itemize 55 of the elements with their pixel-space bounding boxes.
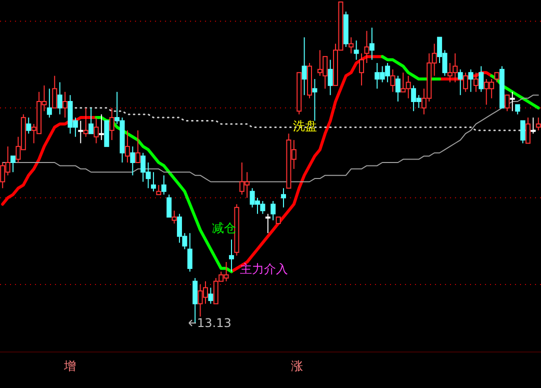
candlestick <box>312 78 318 122</box>
candlestick <box>473 72 478 92</box>
candlestick <box>281 188 286 208</box>
candlestick <box>270 200 276 221</box>
candlestick <box>369 27 374 60</box>
candlestick <box>187 232 192 272</box>
candlestick <box>150 172 156 192</box>
candlestick <box>26 117 32 134</box>
candlestick <box>536 117 541 131</box>
candlestick <box>10 156 16 173</box>
candlestick <box>354 40 359 60</box>
candlestick <box>478 66 484 92</box>
candlestick <box>83 107 88 138</box>
candlestick <box>520 120 526 144</box>
candlestick <box>94 117 99 144</box>
candlestick <box>208 287 214 304</box>
candlestick <box>530 117 536 134</box>
candlestick <box>302 36 307 96</box>
candlestick <box>98 114 104 141</box>
annotation: 13.13 <box>197 316 232 330</box>
candlestick <box>515 104 520 115</box>
candlestick <box>172 210 177 224</box>
candlestick <box>390 68 396 92</box>
candlestick <box>192 278 198 324</box>
candlestick <box>458 68 463 96</box>
candlestick <box>161 174 166 196</box>
text: 涨 <box>291 359 303 373</box>
candlestick <box>364 30 370 64</box>
candlestick <box>348 36 354 54</box>
text: 增 <box>63 359 76 373</box>
candlestick <box>46 88 52 118</box>
candlestick <box>109 107 114 141</box>
candlestick <box>395 75 400 102</box>
candlestick <box>265 213 270 234</box>
candlestick <box>504 94 510 112</box>
candlestick <box>52 75 58 108</box>
candlestick <box>328 59 333 96</box>
candlestick <box>135 130 140 163</box>
candlestick <box>78 120 84 144</box>
candlestick <box>124 130 130 163</box>
candlestick <box>62 91 68 118</box>
candlestick <box>494 72 500 83</box>
annotation: 主力介入 <box>240 262 288 276</box>
candlestick <box>228 239 234 272</box>
candlestick <box>88 107 94 134</box>
candlestick <box>156 184 162 196</box>
candlestick <box>463 72 468 92</box>
candlestick <box>468 68 474 92</box>
candlestick <box>130 146 136 176</box>
annotation: 洗盘 <box>293 119 317 133</box>
candlestick <box>510 91 515 112</box>
candlestick <box>57 82 62 115</box>
candlestick <box>359 52 364 86</box>
candlestick <box>525 117 530 144</box>
candlestick <box>166 194 172 218</box>
